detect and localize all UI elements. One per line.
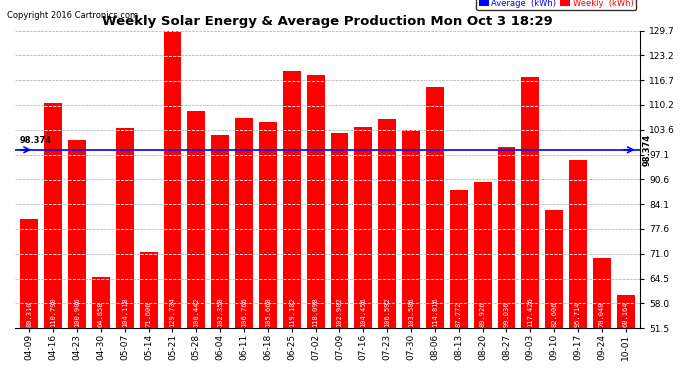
Bar	[450, 190, 468, 328]
Bar	[593, 258, 611, 328]
Text: 100.906: 100.906	[74, 297, 80, 327]
Text: 102.902: 102.902	[337, 297, 342, 327]
Text: 60.164: 60.164	[623, 302, 629, 327]
Text: 106.592: 106.592	[384, 297, 391, 327]
Legend: Average  (kWh), Weekly  (kWh): Average (kWh), Weekly (kWh)	[476, 0, 636, 10]
Bar	[306, 75, 324, 328]
Bar	[522, 77, 540, 328]
Bar	[235, 118, 253, 328]
Text: 114.816: 114.816	[432, 297, 438, 327]
Bar	[92, 278, 110, 328]
Bar	[164, 30, 181, 328]
Text: 98.374: 98.374	[20, 136, 52, 145]
Text: 102.358: 102.358	[217, 297, 223, 327]
Bar	[473, 182, 491, 328]
Text: 119.102: 119.102	[288, 297, 295, 327]
Bar	[331, 132, 348, 328]
Title: Weekly Solar Energy & Average Production Mon Oct 3 18:29: Weekly Solar Energy & Average Production…	[102, 15, 553, 28]
Bar	[617, 295, 635, 328]
Bar	[259, 122, 277, 328]
Bar	[402, 130, 420, 328]
Bar	[497, 147, 515, 328]
Bar	[283, 71, 301, 328]
Text: 99.036: 99.036	[504, 302, 509, 327]
Bar	[188, 111, 205, 328]
Text: 106.766: 106.766	[241, 297, 247, 327]
Bar	[21, 219, 38, 328]
Bar	[378, 118, 396, 328]
Text: 64.858: 64.858	[98, 302, 104, 327]
Text: 110.790: 110.790	[50, 297, 56, 327]
Text: 87.772: 87.772	[456, 302, 462, 327]
Text: Copyright 2016 Cartronics.com: Copyright 2016 Cartronics.com	[7, 11, 138, 20]
Text: 80.310: 80.310	[26, 302, 32, 327]
Text: 117.426: 117.426	[527, 297, 533, 327]
Text: 108.442: 108.442	[193, 297, 199, 327]
Bar	[116, 128, 134, 328]
Text: 104.456: 104.456	[360, 297, 366, 327]
Text: 118.098: 118.098	[313, 297, 319, 327]
Text: 103.506: 103.506	[408, 297, 414, 327]
Bar	[545, 210, 563, 328]
Bar	[569, 160, 587, 328]
Text: 129.734: 129.734	[170, 297, 175, 327]
Bar	[426, 87, 444, 328]
Text: 104.118: 104.118	[121, 297, 128, 327]
Bar	[355, 127, 373, 328]
Text: 105.668: 105.668	[265, 297, 271, 327]
Text: 82.606: 82.606	[551, 302, 558, 327]
Text: 95.714: 95.714	[575, 302, 581, 327]
Text: 71.606: 71.606	[146, 302, 152, 327]
Bar	[44, 102, 62, 328]
Bar	[211, 135, 229, 328]
Text: 89.926: 89.926	[480, 302, 486, 327]
Bar	[68, 140, 86, 328]
Bar	[139, 252, 157, 328]
Text: 98.374: 98.374	[642, 134, 651, 166]
Text: 70.040: 70.040	[599, 302, 605, 327]
